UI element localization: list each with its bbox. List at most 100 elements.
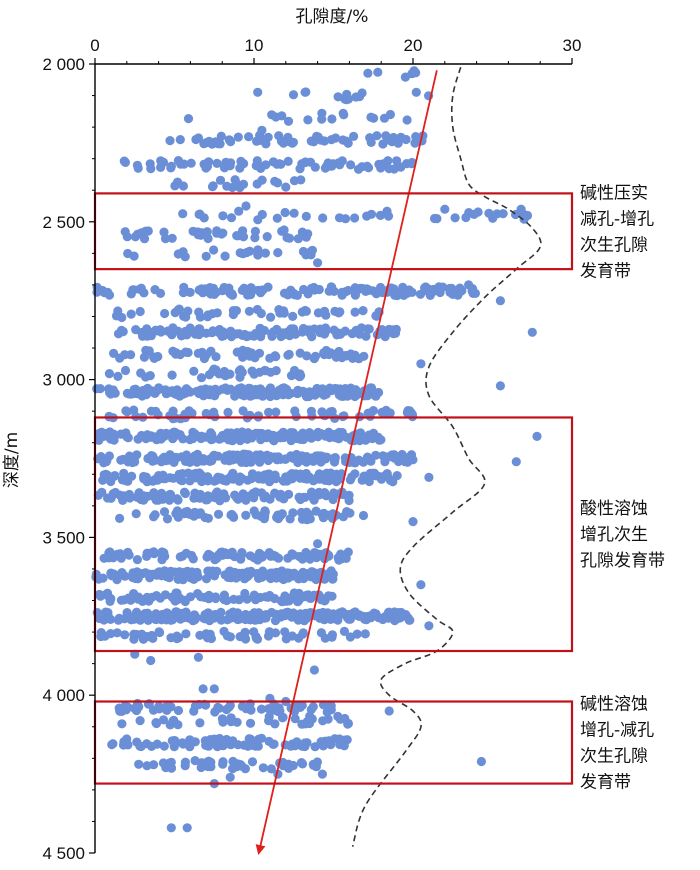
data-point: [326, 572, 336, 582]
data-point: [247, 757, 258, 767]
data-point: [146, 548, 156, 558]
data-point: [178, 209, 188, 219]
data-point: [448, 289, 458, 299]
data-point: [208, 738, 218, 749]
data-point: [385, 408, 395, 418]
data-point: [211, 592, 221, 602]
data-point: [432, 214, 442, 224]
data-point: [160, 308, 170, 319]
data-point: [201, 386, 211, 396]
data-point: [366, 209, 377, 219]
data-point: [177, 608, 187, 618]
data-point: [135, 306, 145, 317]
data-point: [182, 506, 192, 517]
data-point: [269, 471, 279, 481]
data-point: [261, 610, 271, 620]
data-point: [255, 285, 265, 296]
data-point: [374, 387, 384, 398]
data-point: [297, 554, 308, 564]
data-point: [220, 455, 230, 465]
data-point: [315, 429, 325, 440]
data-point: [251, 741, 261, 751]
data-point: [105, 596, 115, 607]
data-point: [349, 131, 359, 141]
data-point: [257, 125, 267, 135]
data-point: [310, 568, 320, 578]
data-point: [194, 388, 204, 399]
data-point: [193, 652, 203, 662]
data-point: [424, 621, 434, 631]
data-point: [145, 569, 155, 579]
data-point: [262, 232, 272, 242]
data-point: [241, 449, 251, 459]
data-point: [297, 159, 307, 169]
data-point: [163, 429, 173, 440]
data-point: [154, 627, 164, 637]
data-point: [318, 716, 328, 726]
data-point: [135, 716, 145, 726]
data-point: [352, 456, 362, 466]
data-point: [271, 352, 281, 362]
data-point: [223, 407, 233, 417]
data-point: [118, 494, 128, 505]
data-point: [173, 705, 184, 716]
data-point: [202, 552, 212, 562]
data-point: [300, 592, 310, 602]
data-point: [153, 351, 163, 362]
data-point: [281, 570, 291, 580]
data-point: [170, 181, 180, 191]
data-point: [279, 225, 289, 235]
data-point: [160, 385, 170, 395]
data-point: [277, 111, 287, 121]
data-point: [357, 88, 367, 98]
data-point: [195, 508, 206, 518]
data-point: [249, 627, 259, 637]
x-tick-label: 20: [404, 36, 423, 55]
data-point: [347, 329, 357, 339]
data-point: [167, 592, 177, 602]
data-point: [464, 280, 474, 290]
data-point: [272, 213, 282, 223]
data-point: [403, 613, 413, 623]
data-point: [177, 469, 187, 479]
data-point: [314, 487, 324, 497]
data-point: [294, 574, 304, 584]
data-point: [226, 549, 236, 560]
data-point: [179, 487, 190, 497]
data-point: [334, 555, 344, 565]
data-point: [203, 310, 213, 320]
data-point: [409, 66, 419, 76]
data-point: [313, 258, 323, 268]
data-point: [389, 164, 399, 174]
data-point: [288, 550, 298, 560]
data-point: [267, 331, 277, 341]
data-point: [315, 452, 325, 462]
data-point: [222, 595, 232, 606]
data-point: [98, 573, 108, 583]
data-point: [400, 457, 410, 467]
data-point: [314, 284, 324, 295]
data-point: [181, 629, 191, 639]
data-point: [255, 323, 265, 333]
data-point: [335, 384, 345, 394]
data-point: [317, 114, 327, 124]
data-point: [220, 251, 230, 261]
data-point: [230, 175, 240, 185]
data-point: [249, 553, 259, 563]
data-point: [211, 475, 221, 485]
data-point: [166, 757, 176, 767]
data-point: [396, 132, 406, 142]
data-point: [271, 569, 281, 579]
data-point: [241, 201, 251, 211]
data-point: [270, 719, 280, 729]
data-point: [304, 391, 314, 402]
data-point: [284, 489, 294, 499]
data-point: [297, 434, 307, 444]
data-point: [391, 324, 401, 334]
data-point: [246, 473, 257, 484]
data-point: [169, 742, 179, 752]
data-point: [341, 95, 352, 105]
data-point: [253, 411, 264, 421]
data-point: [193, 589, 203, 599]
data-point: [364, 476, 374, 487]
